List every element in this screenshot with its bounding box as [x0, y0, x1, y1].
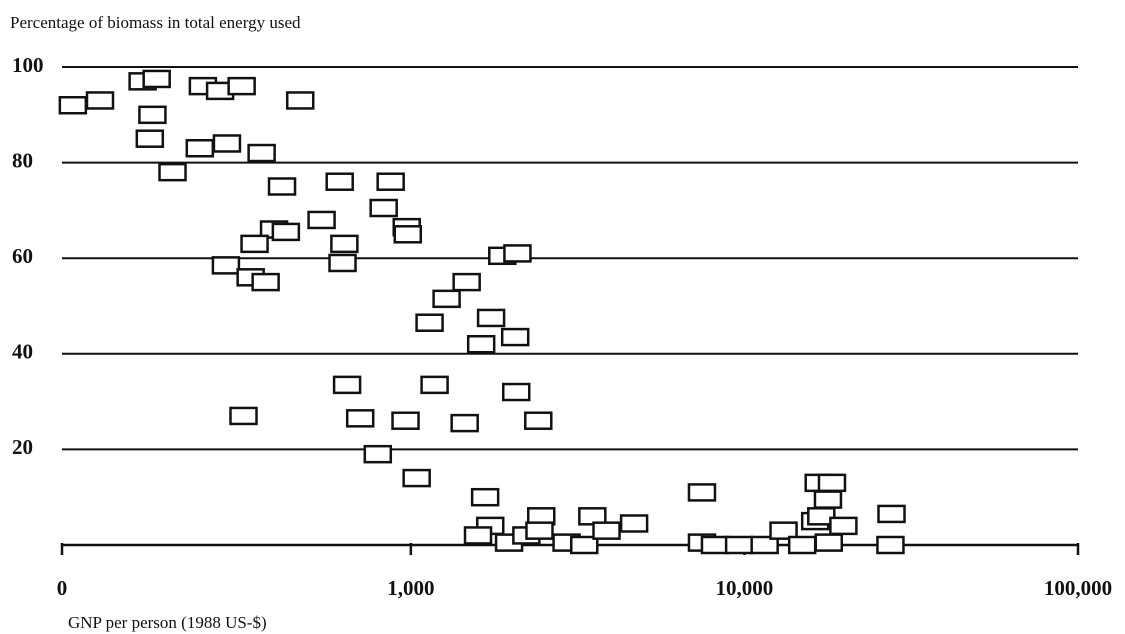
point: [267, 177, 297, 196]
point: [463, 526, 493, 545]
point: [817, 473, 847, 493]
point: [524, 411, 553, 430]
point: [450, 413, 479, 433]
x-tick-label: 100,000: [1044, 576, 1112, 600]
point: [470, 487, 500, 507]
point: [476, 308, 506, 328]
point: [466, 334, 496, 354]
point: [569, 535, 599, 555]
point: [391, 411, 420, 430]
point: [58, 95, 88, 115]
point: [158, 162, 187, 182]
point: [525, 521, 554, 540]
point: [212, 134, 242, 153]
x-axis-label: GNP per person (1988 US-$): [68, 613, 267, 632]
point: [503, 244, 532, 263]
point: [211, 256, 241, 275]
y-tick-label: 80: [12, 148, 33, 172]
chart-title: Percentage of biomass in total energy us…: [10, 13, 301, 32]
point: [750, 535, 779, 555]
point: [769, 521, 798, 540]
point: [330, 234, 359, 254]
point: [687, 483, 717, 502]
point: [142, 69, 171, 89]
y-tick-label: 100: [12, 53, 44, 77]
point: [724, 535, 754, 555]
point: [369, 198, 398, 218]
point: [363, 444, 393, 464]
point: [432, 289, 461, 309]
point: [876, 535, 905, 555]
point: [138, 105, 167, 125]
point: [700, 535, 730, 555]
point: [271, 222, 301, 242]
point: [813, 490, 843, 509]
point: [85, 91, 115, 110]
point: [229, 406, 258, 426]
point: [393, 225, 423, 244]
point: [240, 234, 269, 254]
point: [501, 382, 531, 402]
point: [500, 327, 530, 347]
point: [452, 272, 481, 292]
point: [328, 253, 357, 273]
point: [251, 272, 280, 292]
point: [185, 139, 215, 158]
point: [247, 143, 276, 163]
x-tick-label: 0: [57, 576, 68, 600]
y-tick-label: 20: [12, 435, 33, 459]
x-tick-label: 10,000: [716, 576, 774, 600]
y-tick-label: 40: [12, 340, 33, 364]
point: [415, 313, 444, 332]
point: [877, 504, 906, 524]
point: [787, 535, 817, 555]
point: [325, 172, 354, 191]
y-tick-label: 60: [12, 244, 33, 268]
point: [619, 514, 649, 533]
point: [807, 507, 836, 526]
point: [376, 172, 405, 191]
point: [829, 516, 858, 536]
point: [227, 76, 256, 96]
point: [345, 409, 375, 428]
x-tick-label: 1,000: [387, 576, 434, 600]
point: [592, 521, 621, 540]
point: [402, 468, 431, 488]
point: [307, 210, 336, 230]
point: [814, 533, 844, 552]
point: [332, 375, 362, 395]
point: [420, 375, 449, 395]
point: [135, 129, 165, 148]
point: [285, 91, 315, 110]
